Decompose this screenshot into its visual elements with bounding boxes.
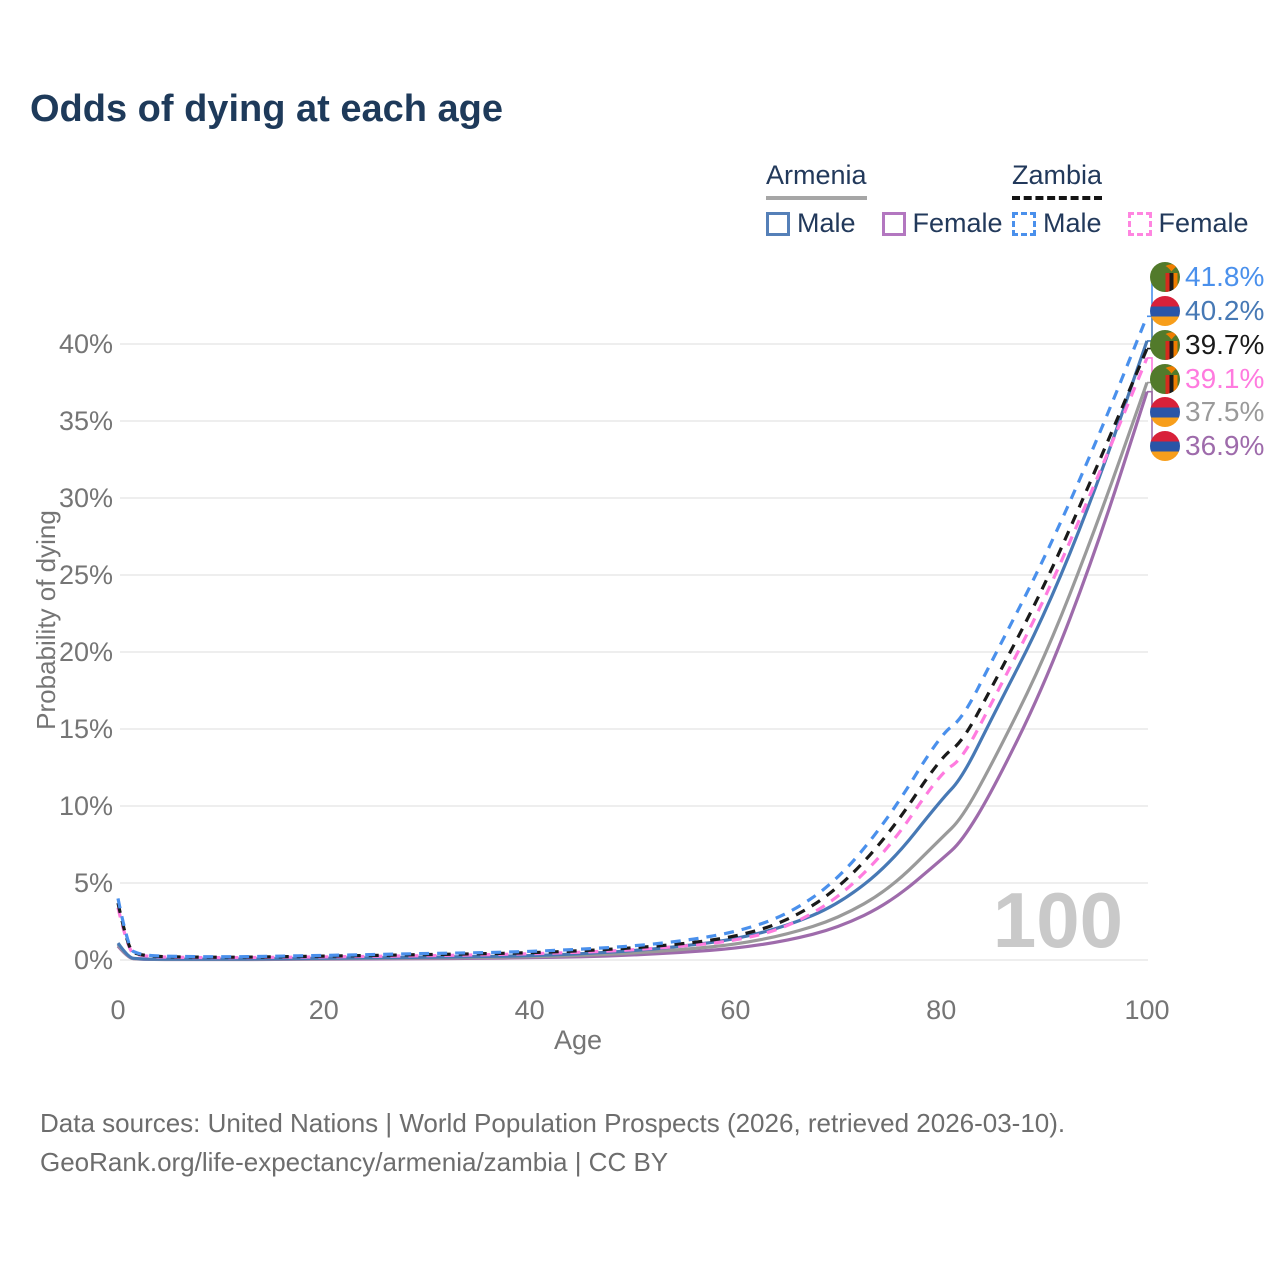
end-label-value: 39.7% xyxy=(1185,329,1265,360)
y-tick-label: 40% xyxy=(59,329,113,359)
legend-item-zambia-female[interactable]: Female xyxy=(1127,208,1249,239)
zambia-flag-icon xyxy=(1150,330,1180,360)
zambia-male-swatch-icon xyxy=(1012,211,1036,236)
armenia-male-swatch-icon xyxy=(766,211,790,236)
armenia-flag-icon xyxy=(1150,431,1180,461)
zambia-flag-icon xyxy=(1150,262,1180,292)
series-line-zambia-male xyxy=(116,315,1149,959)
footer-attribution: GeoRank.org/life-expectancy/armenia/zamb… xyxy=(40,1147,669,1177)
footer-sources: Data sources: United Nations | World Pop… xyxy=(40,1108,1066,1138)
end-label-zambia-male: 41.8% xyxy=(1150,261,1264,293)
end-label-value: 39.1% xyxy=(1185,363,1265,394)
y-tick-label: 15% xyxy=(59,714,113,744)
page-title: Odds of dying at each age xyxy=(30,88,503,130)
age-watermark: 100 xyxy=(993,876,1123,964)
series-line-armenia-female xyxy=(116,391,1149,962)
x-axis-title: Age xyxy=(554,1025,602,1055)
y-tick-label: 35% xyxy=(59,406,113,436)
legend-row-zambia: Male Female xyxy=(1012,208,1249,239)
zambia-flag-icon xyxy=(1150,364,1180,394)
legend-item-zambia-male[interactable]: Male xyxy=(1012,208,1102,239)
end-label-zambia-both: 39.7% xyxy=(1150,329,1264,361)
end-label-zambia-female: 39.1% xyxy=(1150,363,1264,395)
legend-label: Male xyxy=(1043,208,1102,238)
legend-group-zambia: Zambia Male Female xyxy=(1012,160,1249,239)
y-tick-label: 5% xyxy=(74,868,113,898)
series-line-armenia-male xyxy=(116,340,1149,961)
legend-label: Female xyxy=(912,208,1003,238)
end-label-value: 41.8% xyxy=(1185,261,1265,292)
end-label-value: 36.9% xyxy=(1185,430,1265,461)
armenia-flag-icon xyxy=(1150,296,1180,326)
x-tick-label: 20 xyxy=(309,995,339,1025)
x-tick-label: 60 xyxy=(720,995,750,1025)
legend-group-armenia: Armenia Male Female xyxy=(766,160,1003,239)
armenia-female-swatch-icon xyxy=(881,211,906,236)
legend-item-armenia-female[interactable]: Female xyxy=(881,208,1003,239)
end-label-armenia-both: 37.5% xyxy=(1150,396,1264,428)
y-tick-label: 25% xyxy=(59,560,113,590)
legend-label: Male xyxy=(797,208,856,238)
legend-item-armenia-male[interactable]: Male xyxy=(766,208,856,239)
x-tick-label: 80 xyxy=(926,995,956,1025)
end-label-value: 37.5% xyxy=(1185,396,1265,427)
zambia-female-swatch-icon xyxy=(1127,211,1152,236)
armenia-flag-icon xyxy=(1150,397,1180,427)
end-label-value: 40.2% xyxy=(1185,295,1265,326)
end-label-armenia-male: 40.2% xyxy=(1150,295,1264,327)
series-line-armenia-both xyxy=(116,381,1149,962)
legend-row-armenia: Male Female xyxy=(766,208,1003,239)
y-tick-label: 20% xyxy=(59,637,113,667)
end-label-armenia-female: 36.9% xyxy=(1150,430,1264,462)
series-line-zambia-both xyxy=(116,347,1149,959)
y-axis-title: Probability of dying xyxy=(31,510,61,730)
x-tick-label: 40 xyxy=(515,995,545,1025)
legend-country-zambia: Zambia xyxy=(1012,160,1103,200)
x-tick-label: 100 xyxy=(1124,995,1169,1025)
y-tick-label: 10% xyxy=(59,791,113,821)
y-tick-label: 0% xyxy=(74,945,113,975)
y-tick-label: 30% xyxy=(59,483,113,513)
legend-label: Female xyxy=(1158,208,1249,238)
legend-country-armenia: Armenia xyxy=(766,160,867,200)
footer: Data sources: United Nations | World Pop… xyxy=(40,1104,1065,1182)
x-tick-label: 0 xyxy=(110,995,125,1025)
